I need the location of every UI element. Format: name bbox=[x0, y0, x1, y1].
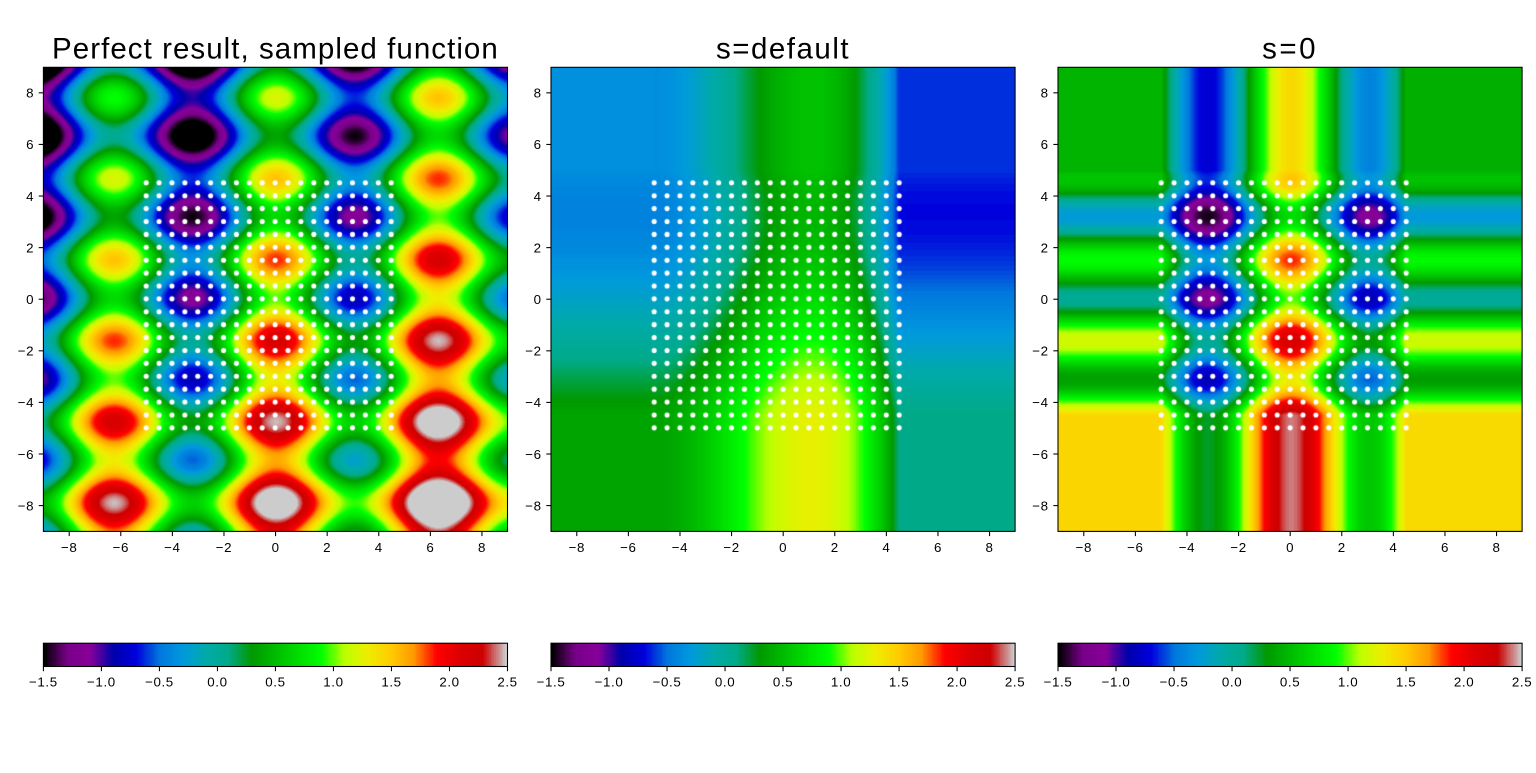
svg-text:1.0: 1.0 bbox=[1338, 674, 1358, 689]
svg-text:−6: −6 bbox=[620, 540, 636, 555]
svg-text:8: 8 bbox=[986, 540, 994, 555]
svg-text:8: 8 bbox=[478, 540, 486, 555]
svg-text:8: 8 bbox=[1493, 540, 1501, 555]
svg-text:6: 6 bbox=[934, 540, 942, 555]
svg-text:0.5: 0.5 bbox=[1280, 674, 1300, 689]
svg-text:0: 0 bbox=[1286, 540, 1294, 555]
svg-text:−6: −6 bbox=[113, 540, 129, 555]
svg-text:4: 4 bbox=[26, 189, 34, 204]
svg-text:2.5: 2.5 bbox=[497, 674, 517, 689]
svg-text:0: 0 bbox=[272, 540, 280, 555]
svg-text:1.5: 1.5 bbox=[889, 674, 909, 689]
svg-text:−6: −6 bbox=[1127, 540, 1143, 555]
svg-text:2.5: 2.5 bbox=[1512, 674, 1532, 689]
svg-text:−8: −8 bbox=[1076, 540, 1092, 555]
svg-text:2.0: 2.0 bbox=[1454, 674, 1474, 689]
svg-text:4: 4 bbox=[882, 540, 890, 555]
svg-text:−2: −2 bbox=[1032, 344, 1048, 359]
svg-text:2: 2 bbox=[1041, 240, 1049, 255]
svg-text:−4: −4 bbox=[525, 395, 541, 410]
svg-text:2.5: 2.5 bbox=[1005, 674, 1025, 689]
svg-text:2: 2 bbox=[323, 540, 331, 555]
svg-text:4: 4 bbox=[375, 540, 383, 555]
svg-text:−2: −2 bbox=[723, 540, 739, 555]
svg-text:6: 6 bbox=[426, 540, 434, 555]
svg-text:2: 2 bbox=[26, 240, 34, 255]
svg-text:−1.5: −1.5 bbox=[537, 674, 566, 689]
svg-text:−2: −2 bbox=[18, 344, 34, 359]
svg-text:−6: −6 bbox=[18, 447, 34, 462]
svg-text:−8: −8 bbox=[18, 498, 34, 513]
svg-text:−8: −8 bbox=[61, 540, 77, 555]
svg-text:−4: −4 bbox=[1179, 540, 1195, 555]
svg-text:−4: −4 bbox=[18, 395, 34, 410]
svg-text:8: 8 bbox=[26, 86, 34, 101]
svg-text:0: 0 bbox=[1041, 292, 1049, 307]
svg-text:0: 0 bbox=[26, 292, 34, 307]
svg-text:1.5: 1.5 bbox=[1396, 674, 1416, 689]
svg-text:0: 0 bbox=[534, 292, 542, 307]
svg-text:8: 8 bbox=[1041, 86, 1049, 101]
svg-text:6: 6 bbox=[26, 137, 34, 152]
svg-text:−2: −2 bbox=[1230, 540, 1246, 555]
svg-text:6: 6 bbox=[1041, 137, 1049, 152]
svg-text:0.0: 0.0 bbox=[207, 674, 227, 689]
svg-text:−2: −2 bbox=[216, 540, 232, 555]
svg-text:−8: −8 bbox=[525, 498, 541, 513]
svg-text:−8: −8 bbox=[1032, 498, 1048, 513]
svg-text:1.0: 1.0 bbox=[831, 674, 851, 689]
svg-text:2.0: 2.0 bbox=[947, 674, 967, 689]
svg-text:0.5: 0.5 bbox=[773, 674, 793, 689]
svg-text:−2: −2 bbox=[525, 344, 541, 359]
svg-text:−1.0: −1.0 bbox=[595, 674, 624, 689]
svg-text:0.0: 0.0 bbox=[1222, 674, 1242, 689]
svg-text:1.0: 1.0 bbox=[323, 674, 343, 689]
svg-text:−1.5: −1.5 bbox=[29, 674, 58, 689]
svg-text:−0.5: −0.5 bbox=[145, 674, 174, 689]
svg-text:−1.0: −1.0 bbox=[1102, 674, 1131, 689]
svg-text:−4: −4 bbox=[672, 540, 688, 555]
svg-text:−4: −4 bbox=[1032, 395, 1048, 410]
svg-text:2: 2 bbox=[831, 540, 839, 555]
svg-text:s=0: s=0 bbox=[1262, 33, 1318, 66]
svg-text:−0.5: −0.5 bbox=[1160, 674, 1189, 689]
svg-text:4: 4 bbox=[1389, 540, 1397, 555]
svg-text:−1.0: −1.0 bbox=[87, 674, 116, 689]
svg-text:0.5: 0.5 bbox=[265, 674, 285, 689]
svg-text:2.0: 2.0 bbox=[439, 674, 459, 689]
svg-text:0: 0 bbox=[779, 540, 787, 555]
svg-text:s=default: s=default bbox=[716, 33, 850, 66]
svg-text:6: 6 bbox=[1441, 540, 1449, 555]
svg-text:4: 4 bbox=[1041, 189, 1049, 204]
svg-text:−8: −8 bbox=[569, 540, 585, 555]
svg-text:Perfect result, sampled functi: Perfect result, sampled function bbox=[52, 33, 499, 66]
svg-text:−4: −4 bbox=[164, 540, 180, 555]
svg-text:2: 2 bbox=[534, 240, 542, 255]
svg-text:0.0: 0.0 bbox=[715, 674, 735, 689]
svg-text:2: 2 bbox=[1338, 540, 1346, 555]
svg-text:6: 6 bbox=[534, 137, 542, 152]
svg-text:−1.5: −1.5 bbox=[1044, 674, 1073, 689]
svg-text:−0.5: −0.5 bbox=[653, 674, 682, 689]
svg-text:4: 4 bbox=[534, 189, 542, 204]
svg-text:8: 8 bbox=[534, 86, 542, 101]
svg-text:−6: −6 bbox=[525, 447, 541, 462]
svg-text:−6: −6 bbox=[1032, 447, 1048, 462]
svg-text:1.5: 1.5 bbox=[381, 674, 401, 689]
